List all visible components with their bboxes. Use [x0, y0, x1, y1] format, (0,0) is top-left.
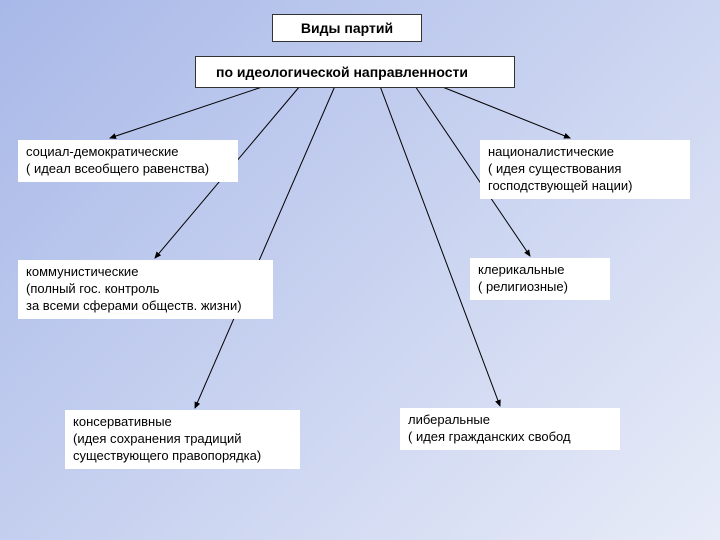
- node-social-dem: социал-демократические( идеал всеобщего …: [18, 140, 238, 182]
- node-liberal: либеральные( идея гражданских свобод: [400, 408, 620, 450]
- node-communist: коммунистические(полный гос. контрольза …: [18, 260, 273, 319]
- diagram-subtitle: по идеологической направленности: [195, 56, 515, 88]
- node-clerical: клерикальные( религиозные): [470, 258, 610, 300]
- diagram-title: Виды партий: [272, 14, 422, 42]
- node-nationalist: националистические( идея существованияго…: [480, 140, 690, 199]
- node-conservative: консервативные(идея сохранения традицийс…: [65, 410, 300, 469]
